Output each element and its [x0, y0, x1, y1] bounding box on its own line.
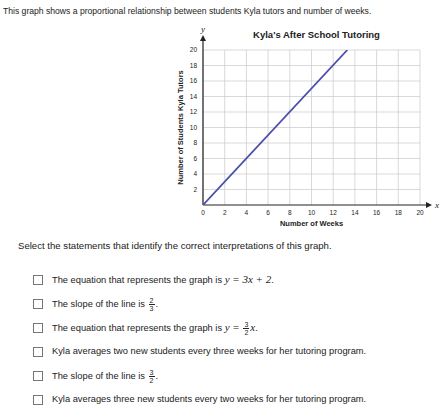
- x-tick-label: 18: [395, 209, 403, 216]
- x-arrow: [426, 202, 432, 208]
- option-part: The equation that represents the graph i…: [52, 323, 225, 333]
- x-tick-label: 6: [266, 209, 270, 216]
- option-text[interactable]: The equation that represents the graph i…: [52, 321, 258, 336]
- option-fraction: 23: [149, 297, 155, 312]
- x-tick-label: 20: [416, 209, 424, 216]
- x-axis-label: Number of Weeks: [280, 219, 343, 228]
- chart-title: Kyla's After School Tutoring: [253, 29, 380, 40]
- y-tick-label: 4: [193, 170, 197, 177]
- data-line: [203, 50, 347, 205]
- option-text[interactable]: Kyla averages two new students every thr…: [52, 345, 366, 358]
- y-arrow: [200, 35, 206, 41]
- plot-marks: [203, 50, 347, 205]
- option-part: Kyla averages three new students every t…: [52, 394, 366, 404]
- y-axis: [202, 38, 203, 205]
- option-part: The slope of the line is: [52, 371, 148, 381]
- y-axis-name: y: [200, 24, 205, 34]
- option-math: y =: [225, 321, 243, 333]
- option-fraction: 32: [243, 321, 249, 336]
- grid-line-y: [203, 96, 420, 97]
- option-text[interactable]: The slope of the line is 32.: [52, 369, 158, 384]
- option-part: .: [271, 275, 274, 285]
- grid-line-y: [203, 65, 420, 66]
- fraction-numerator: 3: [149, 369, 155, 377]
- x-tick-label: 12: [330, 209, 338, 216]
- y-axis-label: Number of Students Kyla Tutors: [176, 70, 185, 184]
- option-part: .: [255, 323, 258, 333]
- option-text[interactable]: The slope of the line is 23.: [52, 297, 158, 312]
- option-math: x: [250, 321, 255, 333]
- x-tick-label: 0: [201, 209, 205, 216]
- y-tick-label: 20: [190, 46, 198, 53]
- grid-line-y: [203, 50, 420, 51]
- option-fraction: 32: [149, 369, 155, 384]
- grid-line-y: [203, 158, 420, 159]
- x-tick-label: 8: [288, 209, 292, 216]
- y-tick-label: 12: [190, 108, 198, 115]
- grid-line-y: [203, 112, 420, 113]
- x-tick-label: 4: [245, 209, 249, 216]
- option-text[interactable]: Kyla averages three new students every t…: [52, 393, 366, 406]
- x-tick-label: 14: [351, 209, 359, 216]
- option-part: The slope of the line is: [52, 299, 148, 309]
- checkbox[interactable]: [33, 323, 43, 333]
- y-tick-label: 10: [190, 124, 198, 131]
- checkbox[interactable]: [33, 371, 43, 381]
- grid-line-y: [203, 81, 420, 82]
- checkbox[interactable]: [33, 395, 43, 405]
- grid-line-y: [203, 127, 420, 128]
- x-tick-label: 10: [308, 209, 316, 216]
- y-tick-label: 14: [190, 93, 198, 100]
- grid-line-y: [203, 143, 420, 144]
- y-tick-label: 2: [193, 186, 197, 193]
- intro-text: This graph shows a proportional relation…: [3, 6, 371, 16]
- y-tick-label: 16: [190, 77, 198, 84]
- x-axis: [203, 204, 429, 205]
- option-math: y = 3x + 2: [225, 273, 272, 285]
- x-axis-name: x: [434, 200, 439, 210]
- x-tick-label: 16: [373, 209, 381, 216]
- fraction-denominator: 3: [149, 305, 155, 312]
- option-part: .: [156, 371, 159, 381]
- question-text: Select the statements that identify the …: [18, 240, 332, 251]
- x-tick-label: 2: [223, 209, 227, 216]
- checkbox[interactable]: [33, 275, 43, 285]
- fraction-numerator: 3: [243, 321, 249, 329]
- fraction-denominator: 2: [243, 329, 249, 336]
- grid-line-y: [203, 189, 420, 190]
- y-tick-label: 6: [193, 155, 197, 162]
- y-tick-label: 8: [193, 139, 197, 146]
- checkbox[interactable]: [33, 347, 43, 357]
- option-part: .: [156, 299, 159, 309]
- grid-line-y: [203, 174, 420, 175]
- checkbox[interactable]: [33, 299, 43, 309]
- y-tick-label: 18: [190, 62, 198, 69]
- fraction-numerator: 2: [149, 297, 155, 305]
- fraction-denominator: 2: [149, 377, 155, 384]
- option-part: The equation that represents the graph i…: [52, 275, 225, 285]
- option-text[interactable]: The equation that represents the graph i…: [52, 273, 274, 287]
- option-part: Kyla averages two new students every thr…: [52, 346, 366, 356]
